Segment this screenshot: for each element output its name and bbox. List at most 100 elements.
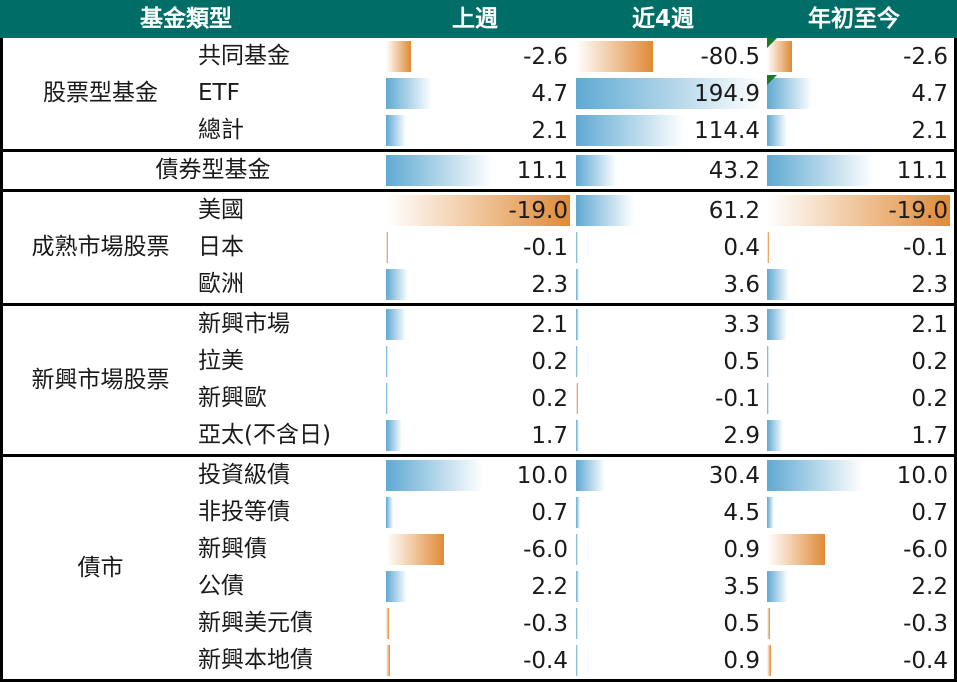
negative-flow-bar <box>386 41 412 72</box>
negative-flow-bar <box>767 534 825 565</box>
flow-value: -0.1 <box>903 234 948 261</box>
row-label: 拉美 <box>198 348 244 374</box>
cell-week: 2.1 <box>386 112 570 149</box>
cell-ytd: 0.7 <box>767 494 950 531</box>
positive-flow-bar <box>576 346 578 377</box>
flow-value: 2.9 <box>723 422 760 449</box>
negative-flow-bar <box>386 195 570 226</box>
header-ytd: 年初至今 <box>808 6 900 32</box>
positive-flow-bar <box>767 383 769 414</box>
cell-ytd: 1.7 <box>767 417 950 454</box>
cell-ytd: -0.3 <box>767 605 950 642</box>
row-label: ETF <box>198 80 240 106</box>
positive-flow-bar <box>386 155 494 186</box>
group-label: 債市 <box>77 555 124 581</box>
cell-4w: 114.4 <box>576 112 762 149</box>
flow-value: 0.9 <box>723 536 760 563</box>
flow-value: 43.2 <box>708 157 760 184</box>
flow-value: 11.1 <box>896 157 948 184</box>
cell-4w: 0.5 <box>576 343 762 380</box>
flow-value: -2.6 <box>903 43 948 70</box>
cell-week: 2.2 <box>386 568 570 605</box>
negative-flow-bar <box>767 608 770 639</box>
flow-value: -0.1 <box>715 385 760 412</box>
cell-4w: 194.9 <box>576 75 762 112</box>
group-label: 股票型基金 <box>43 80 158 106</box>
flow-value: 0.5 <box>723 348 760 375</box>
row-label: 歐洲 <box>198 271 244 297</box>
cell-4w: 0.4 <box>576 229 762 266</box>
flow-value: -0.3 <box>523 610 568 637</box>
flow-value: 2.1 <box>531 311 568 338</box>
positive-flow-bar <box>386 309 407 340</box>
positive-flow-bar <box>386 497 393 528</box>
positive-flow-bar <box>576 195 635 226</box>
row-label: 新興本地債 <box>198 647 313 673</box>
positive-flow-bar <box>386 78 432 109</box>
flow-value: -0.4 <box>903 647 948 674</box>
flow-value: 4.7 <box>911 80 948 107</box>
cell-ytd: -6.0 <box>767 531 950 568</box>
group-bond-market: 債市 投資級債 10.0 30.4 10.0 非投等債 0.7 4.5 0.7 新興債 -6.0 0.… <box>0 457 957 682</box>
negative-flow-bar <box>386 534 445 565</box>
positive-flow-bar <box>767 115 788 146</box>
flow-value: 10.0 <box>516 462 568 489</box>
positive-flow-bar <box>576 232 578 263</box>
flow-value: -80.5 <box>700 43 760 70</box>
flow-value: 30.4 <box>708 462 760 489</box>
flow-value: 0.7 <box>531 499 568 526</box>
table-header: 基金類型 上週 近4週 年初至今 <box>0 0 957 38</box>
cell-week: 11.1 <box>386 152 570 189</box>
negative-flow-bar <box>386 645 390 676</box>
flow-value: 1.7 <box>531 422 568 449</box>
positive-flow-bar <box>576 460 605 491</box>
positive-flow-bar <box>576 115 686 146</box>
cell-week: 2.1 <box>386 306 570 343</box>
row-label: 日本 <box>198 234 244 260</box>
row-label: 總計 <box>198 117 244 143</box>
cell-week: 2.3 <box>386 266 570 303</box>
positive-flow-bar <box>386 571 408 602</box>
flow-value: 3.6 <box>723 271 760 298</box>
positive-flow-bar <box>767 420 784 451</box>
cell-4w: 0.5 <box>576 605 762 642</box>
cell-ytd: 2.1 <box>767 306 950 343</box>
positive-flow-bar <box>767 460 864 491</box>
group-label: 債券型基金 <box>155 157 271 183</box>
row-label: 新興債 <box>198 536 267 562</box>
negative-flow-bar <box>767 645 771 676</box>
positive-flow-bar <box>576 571 580 602</box>
flow-value: 0.7 <box>911 499 948 526</box>
flow-value: 2.2 <box>911 573 948 600</box>
flow-value: 2.1 <box>911 311 948 338</box>
group-emerging-equity: 新興市場股票 新興市場 2.1 3.3 2.1 拉美 0.2 0.5 0.2 新興歐 0.2 -0.1… <box>0 306 957 457</box>
header-week: 上週 <box>452 6 498 32</box>
cell-4w: 3.3 <box>576 306 762 343</box>
cell-week: -0.3 <box>386 605 570 642</box>
cell-4w: 3.6 <box>576 266 762 303</box>
positive-flow-bar <box>576 155 618 186</box>
positive-flow-bar <box>576 269 580 300</box>
positive-flow-bar <box>576 497 581 528</box>
flow-value: 3.3 <box>723 311 760 338</box>
flow-value: 114.4 <box>694 117 760 144</box>
positive-flow-bar <box>767 309 788 340</box>
negative-flow-bar <box>767 195 950 226</box>
cell-ytd: 2.2 <box>767 568 950 605</box>
flow-value: 2.1 <box>911 117 948 144</box>
negative-flow-bar <box>386 232 388 263</box>
flow-value: 2.3 <box>531 271 568 298</box>
cell-ytd: 0.2 <box>767 343 950 380</box>
flow-value: -2.6 <box>523 43 568 70</box>
flow-value: -19.0 <box>508 197 568 224</box>
positive-flow-bar <box>767 155 874 186</box>
cell-4w: 0.9 <box>576 642 762 679</box>
positive-flow-bar <box>386 383 388 414</box>
positive-flow-bar <box>576 420 579 451</box>
flow-value: 0.2 <box>531 348 568 375</box>
negative-flow-bar <box>576 41 653 72</box>
positive-flow-bar <box>386 269 409 300</box>
cell-week: 1.7 <box>386 417 570 454</box>
group-bond-funds: 債券型基金 11.1 43.2 11.1 <box>0 152 957 192</box>
positive-flow-bar <box>767 346 769 377</box>
